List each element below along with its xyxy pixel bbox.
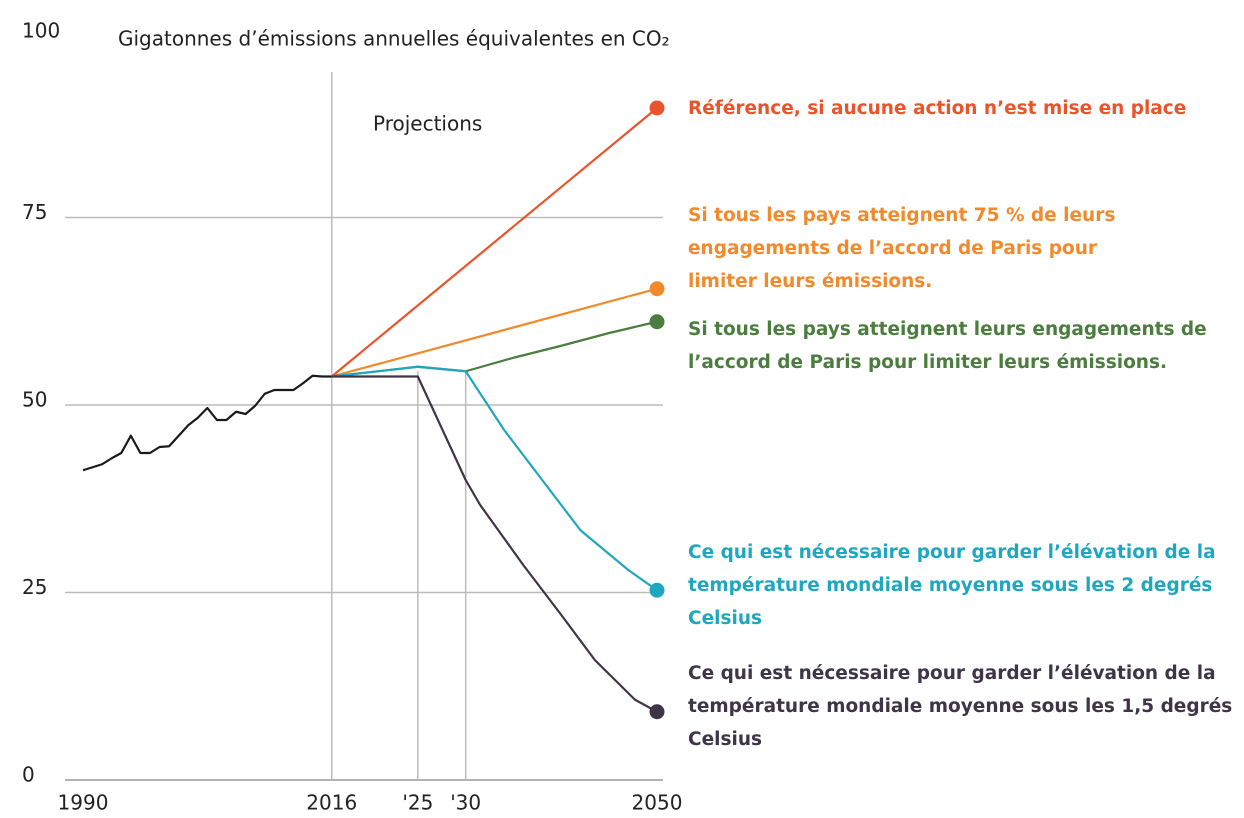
annotation: Projections bbox=[373, 112, 482, 136]
chart-title: Gigatonnes d’émissions annuelles équival… bbox=[118, 27, 670, 51]
legend-label: Ce qui est nécessaire pour garder l’élév… bbox=[688, 542, 1216, 629]
series-line bbox=[331, 107, 658, 378]
series-line bbox=[331, 320, 658, 378]
series-line bbox=[82, 374, 332, 472]
end-marker bbox=[649, 281, 665, 297]
series-line bbox=[331, 287, 658, 378]
x-tick-label: '25 bbox=[402, 791, 433, 815]
y-tick-label: 100 bbox=[22, 19, 60, 43]
y-tick-label: 50 bbox=[22, 388, 47, 412]
x-tick-label: 1990 bbox=[58, 791, 109, 815]
x-tick-label: 2016 bbox=[306, 791, 357, 815]
x-tick-label: 2050 bbox=[632, 791, 683, 815]
legend-label: Référence, si aucune action n’est mise e… bbox=[688, 98, 1187, 119]
legend-label: Si tous les pays atteignent leurs engage… bbox=[688, 319, 1207, 373]
x-tick-label: '30 bbox=[450, 791, 481, 815]
legend-label: Ce qui est nécessaire pour garder l’élév… bbox=[688, 663, 1233, 750]
end-marker bbox=[649, 582, 665, 598]
end-marker bbox=[649, 314, 665, 330]
y-tick-label: 0 bbox=[22, 763, 35, 787]
series-line bbox=[331, 375, 658, 713]
series-line bbox=[331, 365, 658, 592]
end-marker bbox=[649, 704, 665, 720]
y-tick-label: 25 bbox=[22, 575, 47, 599]
y-tick-label: 75 bbox=[22, 200, 47, 224]
legend-label: Si tous les pays atteignent 75 % de leur… bbox=[688, 205, 1116, 292]
end-marker bbox=[649, 100, 665, 116]
